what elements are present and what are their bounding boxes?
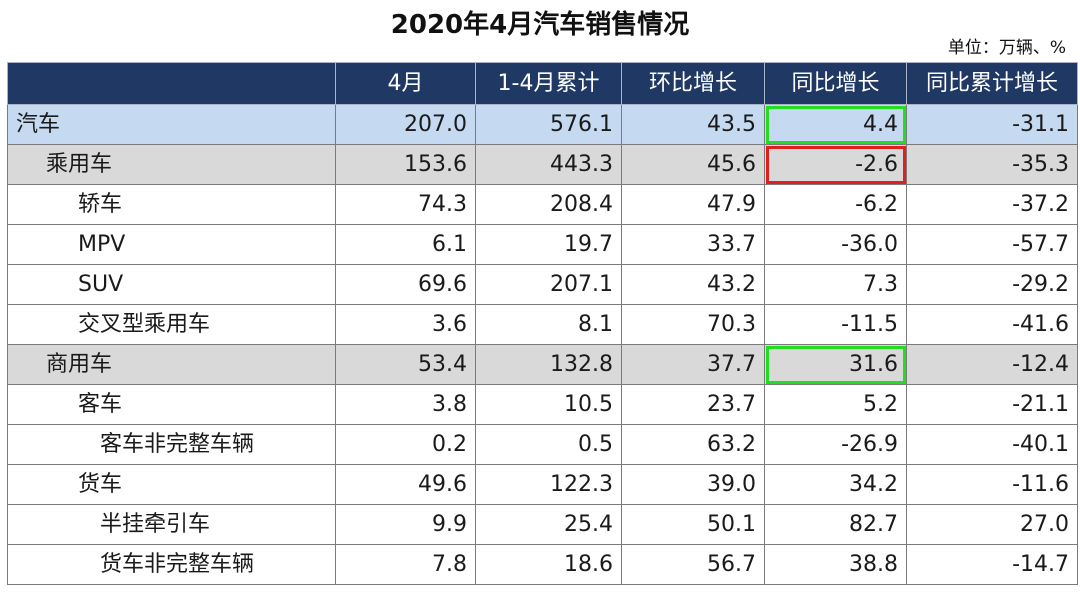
cell-ytd-yoy: -14.7: [906, 544, 1078, 585]
table-row: MPV 6.1 19.7 33.7 -36.0 -57.7: [7, 224, 1078, 265]
row-label: 汽车: [7, 104, 336, 145]
row-label: 货车: [7, 464, 336, 505]
cell-ytd-yoy: -31.1: [906, 104, 1078, 145]
cell-mom: 39.0: [621, 464, 765, 505]
cell-ytd-yoy: -40.1: [906, 424, 1078, 465]
cell-ytd: 10.5: [475, 384, 622, 425]
cell-april: 7.8: [335, 544, 476, 585]
cell-ytd: 208.4: [475, 184, 622, 225]
cell-yoy: 38.8: [764, 544, 907, 585]
row-label: 乘用车: [7, 144, 336, 185]
sales-table: 4月 1-4月累计 环比增长 同比增长 同比累计增长 汽车 207.0 576.…: [7, 62, 1078, 585]
header-cell-mom: 环比增长: [621, 62, 765, 105]
row-label: 货车非完整车辆: [7, 544, 336, 585]
table-row: 交叉型乘用车 3.6 8.1 70.3 -11.5 -41.6: [7, 304, 1078, 345]
table-row: 乘用车 153.6 443.3 45.6 -2.6 -35.3: [7, 144, 1078, 185]
cell-ytd: 19.7: [475, 224, 622, 265]
header-cell-label: [7, 62, 336, 105]
cell-april: 207.0: [335, 104, 476, 145]
header-cell-april: 4月: [335, 62, 476, 105]
row-label: 交叉型乘用车: [7, 304, 336, 345]
cell-april: 0.2: [335, 424, 476, 465]
cell-ytd-yoy: -29.2: [906, 264, 1078, 305]
header-cell-yoy: 同比增长: [764, 62, 907, 105]
row-label: MPV: [7, 224, 336, 265]
cell-ytd-yoy: -57.7: [906, 224, 1078, 265]
cell-april: 69.6: [335, 264, 476, 305]
cell-ytd: 18.6: [475, 544, 622, 585]
row-label: 轿车: [7, 184, 336, 225]
table-header-row: 4月 1-4月累计 环比增长 同比增长 同比累计增长: [7, 62, 1078, 105]
table-row: 汽车 207.0 576.1 43.5 4.4 -31.1: [7, 104, 1078, 145]
cell-april: 53.4: [335, 344, 476, 385]
cell-april: 49.6: [335, 464, 476, 505]
header-cell-ytd-yoy: 同比累计增长: [906, 62, 1078, 105]
cell-mom: 45.6: [621, 144, 765, 185]
row-label: SUV: [7, 264, 336, 305]
cell-ytd-yoy: -12.4: [906, 344, 1078, 385]
cell-april: 3.8: [335, 384, 476, 425]
cell-mom: 50.1: [621, 504, 765, 545]
row-label: 商用车: [7, 344, 336, 385]
cell-yoy: -11.5: [764, 304, 907, 345]
table-row: 客车 3.8 10.5 23.7 5.2 -21.1: [7, 384, 1078, 425]
cell-ytd: 122.3: [475, 464, 622, 505]
cell-mom: 23.7: [621, 384, 765, 425]
unit-note: 单位：万辆、%: [947, 38, 1066, 58]
page-title: 2020年4月汽车销售情况: [390, 10, 690, 40]
cell-yoy: 4.4: [764, 104, 907, 145]
cell-yoy: 31.6: [764, 344, 907, 385]
cell-mom: 37.7: [621, 344, 765, 385]
cell-mom: 56.7: [621, 544, 765, 585]
cell-april: 153.6: [335, 144, 476, 185]
cell-mom: 63.2: [621, 424, 765, 465]
cell-mom: 70.3: [621, 304, 765, 345]
table-row: 半挂牵引车 9.9 25.4 50.1 82.7 27.0: [7, 504, 1078, 545]
cell-ytd-yoy: -21.1: [906, 384, 1078, 425]
cell-yoy: 34.2: [764, 464, 907, 505]
table-row: 货车 49.6 122.3 39.0 34.2 -11.6: [7, 464, 1078, 505]
cell-ytd-yoy: -11.6: [906, 464, 1078, 505]
row-label: 半挂牵引车: [7, 504, 336, 545]
cell-ytd: 443.3: [475, 144, 622, 185]
cell-april: 74.3: [335, 184, 476, 225]
cell-mom: 33.7: [621, 224, 765, 265]
table-row: 客车非完整车辆 0.2 0.5 63.2 -26.9 -40.1: [7, 424, 1078, 465]
table-row: 商用车 53.4 132.8 37.7 31.6 -12.4: [7, 344, 1078, 385]
cell-april: 6.1: [335, 224, 476, 265]
cell-ytd: 0.5: [475, 424, 622, 465]
cell-ytd: 576.1: [475, 104, 622, 145]
cell-mom: 43.5: [621, 104, 765, 145]
cell-ytd: 8.1: [475, 304, 622, 345]
table-row: 轿车 74.3 208.4 47.9 -6.2 -37.2: [7, 184, 1078, 225]
cell-ytd: 25.4: [475, 504, 622, 545]
cell-yoy: -36.0: [764, 224, 907, 265]
cell-yoy: -2.6: [764, 144, 907, 185]
row-label: 客车非完整车辆: [7, 424, 336, 465]
cell-mom: 47.9: [621, 184, 765, 225]
cell-yoy: 5.2: [764, 384, 907, 425]
cell-ytd-yoy: -41.6: [906, 304, 1078, 345]
cell-ytd: 207.1: [475, 264, 622, 305]
table-row: 货车非完整车辆 7.8 18.6 56.7 38.8 -14.7: [7, 544, 1078, 585]
cell-ytd-yoy: -37.2: [906, 184, 1078, 225]
cell-yoy: 7.3: [764, 264, 907, 305]
cell-ytd: 132.8: [475, 344, 622, 385]
header-cell-ytd: 1-4月累计: [475, 62, 622, 105]
cell-yoy: -26.9: [764, 424, 907, 465]
cell-yoy: -6.2: [764, 184, 907, 225]
cell-mom: 43.2: [621, 264, 765, 305]
table-row: SUV 69.6 207.1 43.2 7.3 -29.2: [7, 264, 1078, 305]
cell-ytd-yoy: 27.0: [906, 504, 1078, 545]
cell-april: 3.6: [335, 304, 476, 345]
row-label: 客车: [7, 384, 336, 425]
cell-april: 9.9: [335, 504, 476, 545]
cell-yoy: 82.7: [764, 504, 907, 545]
cell-ytd-yoy: -35.3: [906, 144, 1078, 185]
